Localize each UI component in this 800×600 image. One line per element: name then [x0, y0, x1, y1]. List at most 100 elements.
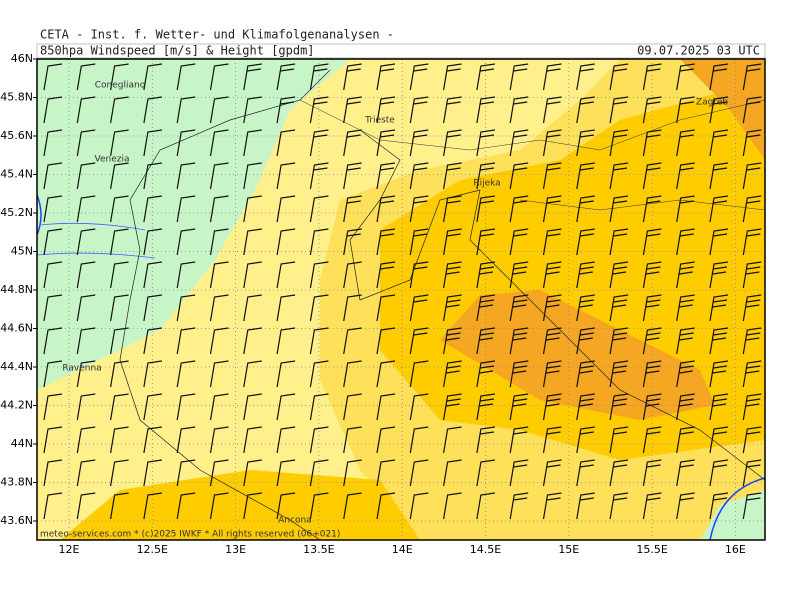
wind-barb [709, 261, 729, 289]
wind-barb [709, 129, 729, 157]
wind-barb [642, 426, 662, 454]
wind-barb [409, 195, 429, 223]
wind-barb [576, 63, 595, 91]
wind-barb [376, 96, 396, 124]
wind-barb [276, 426, 296, 454]
wind-barb [376, 426, 396, 454]
wind-barb [76, 294, 96, 322]
wind-barb [409, 492, 429, 520]
wind-barb [309, 96, 329, 124]
wind-barb [209, 426, 229, 454]
wind-barb [143, 195, 162, 223]
wind-barb [176, 360, 196, 388]
wind-barb [542, 261, 562, 289]
wind-barb [709, 96, 729, 124]
wind-barb [343, 492, 362, 520]
lat-label: 46N [11, 52, 33, 65]
wind-barb [43, 393, 63, 421]
wind-barb [709, 195, 729, 223]
wind-barb [609, 63, 629, 91]
wind-barb [143, 459, 162, 487]
place-label: Rijeka [473, 179, 500, 189]
wind-barb [742, 195, 762, 223]
wind-barb [476, 492, 495, 520]
wind-barb [276, 228, 296, 256]
wind-barb [409, 63, 429, 91]
wind-barb [742, 129, 762, 157]
wind-barb [376, 261, 396, 289]
wind-barb [110, 459, 129, 487]
wind-barb [509, 228, 529, 256]
lon-label: 15E [558, 543, 579, 556]
wind-barb [209, 96, 229, 124]
wind-barb [443, 393, 462, 421]
wind-barb [309, 162, 329, 190]
wind-barb [542, 327, 562, 355]
wind-barb [542, 426, 562, 454]
wind-barb [542, 228, 562, 256]
wind-barb [276, 459, 296, 487]
wind-barb [576, 162, 595, 190]
wind-barb [343, 96, 362, 124]
wind-barb [609, 195, 629, 223]
wind-barb [509, 294, 529, 322]
wind-barb [443, 261, 462, 289]
wind-barb [376, 459, 396, 487]
lat-label: 45N [11, 245, 33, 258]
wind-barb [642, 327, 662, 355]
wind-barb [143, 228, 162, 256]
wind-barb [476, 129, 495, 157]
wind-barb [243, 96, 262, 124]
wind-barb [709, 294, 729, 322]
wind-barb [76, 96, 96, 124]
wind-barb [576, 294, 595, 322]
lat-label: 43.8N [0, 476, 33, 489]
wind-barb [76, 327, 96, 355]
wind-barb [376, 63, 396, 91]
wind-barb [509, 195, 529, 223]
wind-barb [76, 261, 96, 289]
wind-barb [110, 228, 129, 256]
wind-barb [609, 294, 629, 322]
wind-barb [476, 360, 495, 388]
wind-barb [309, 129, 329, 157]
wind-barb [576, 96, 595, 124]
wind-barb [309, 426, 329, 454]
wind-barb [376, 492, 396, 520]
wind-barb [742, 459, 762, 487]
wind-barb [376, 360, 396, 388]
wind-barb [343, 195, 362, 223]
wind-barb [509, 459, 529, 487]
wind-barb [376, 195, 396, 223]
wind-barb [409, 162, 429, 190]
wind-barb [676, 426, 695, 454]
wind-barb [509, 360, 529, 388]
wind-barb [476, 96, 495, 124]
wind-barb [43, 63, 63, 91]
wind-barb [443, 327, 462, 355]
wind-barb [676, 228, 695, 256]
wind-barb [609, 327, 629, 355]
wind-barb [176, 426, 196, 454]
lon-label: 14.5E [470, 543, 501, 556]
wind-barb [309, 360, 329, 388]
wind-barb [110, 327, 129, 355]
graticule [37, 59, 765, 540]
wind-barb [409, 393, 429, 421]
wind-barb [509, 492, 529, 520]
wind-barb [376, 327, 396, 355]
wind-barb [276, 96, 296, 124]
wind-barb [343, 129, 362, 157]
wind-band-high-south [60, 470, 420, 540]
wind-barb [76, 459, 96, 487]
wind-barb [376, 228, 396, 256]
axis-labels: 46N 45.8N 45.6N 45.4N 45.2N 45N 44.8N 44.6N 44.4… [0, 52, 746, 556]
wind-barb [276, 261, 296, 289]
wind-band-calm-south [700, 490, 765, 540]
wind-barb [343, 63, 362, 91]
wind-barb [43, 459, 63, 487]
wind-barb [676, 195, 695, 223]
wind-barb [43, 492, 63, 520]
wind-barb [576, 195, 595, 223]
